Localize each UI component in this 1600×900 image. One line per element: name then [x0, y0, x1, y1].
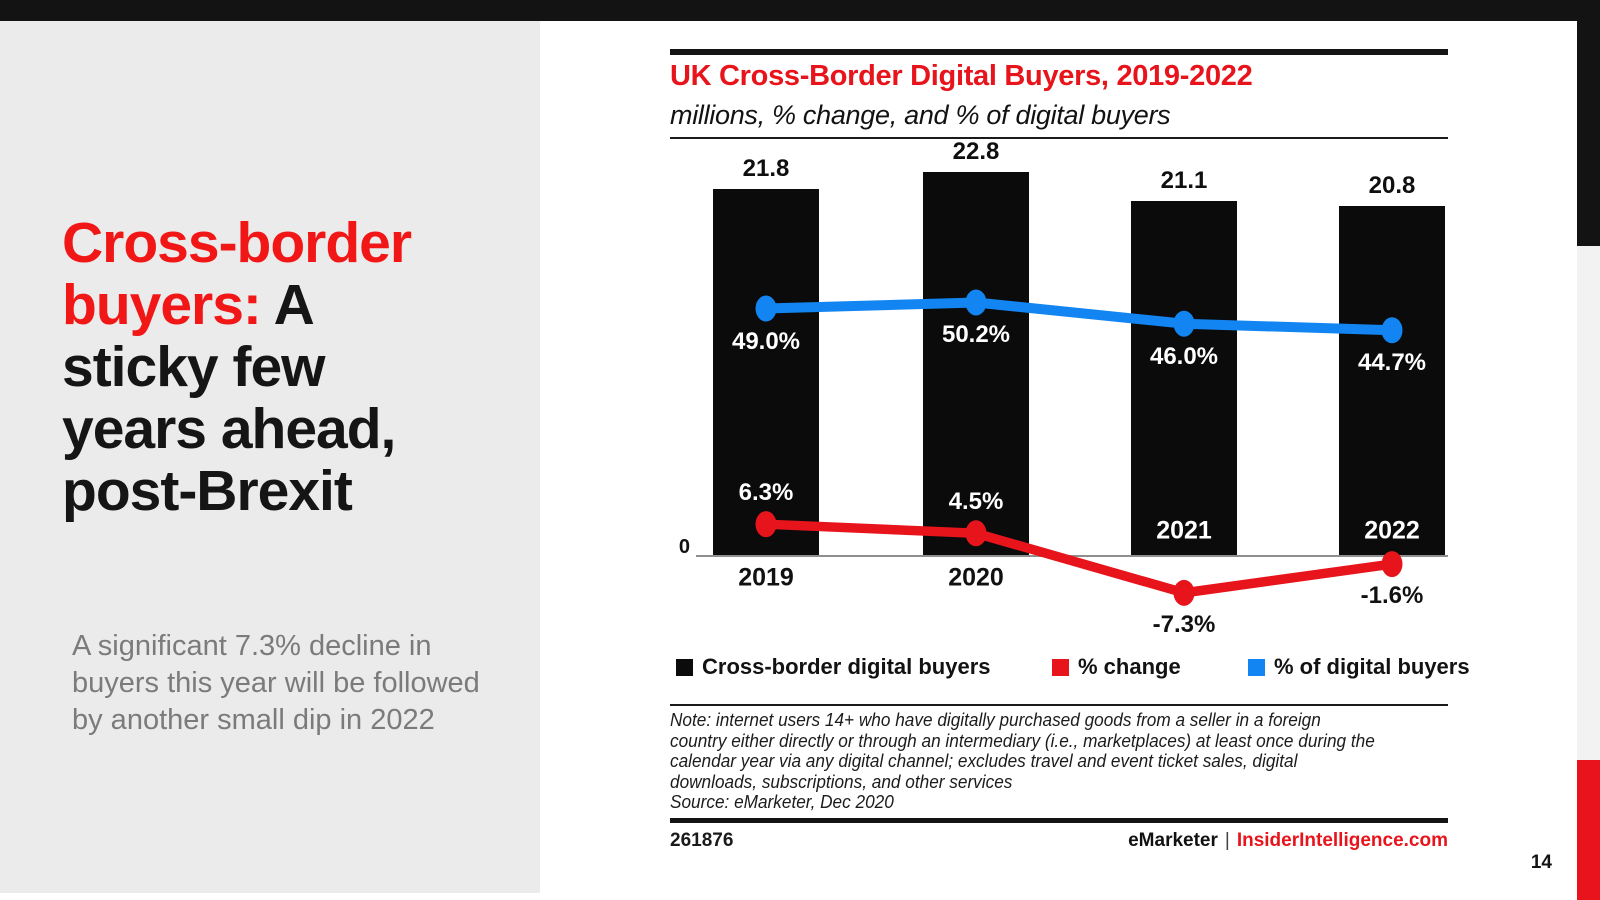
note-rule [670, 704, 1448, 706]
left-panel [0, 21, 540, 893]
note-line: country either directly or through an in… [670, 729, 1375, 751]
note-line: Source: eMarketer, Dec 2020 [670, 791, 894, 812]
chart-header-rule [670, 137, 1448, 139]
chart-top-rule [670, 49, 1448, 55]
footer-rule [670, 818, 1448, 823]
slide-title-line: buyers: A [62, 274, 532, 336]
slide-title-segment: years ahead, [62, 397, 396, 461]
bar-2022 [1339, 205, 1445, 556]
pct-change-label: 4.5% [948, 488, 1004, 516]
accent-stripe-black [1577, 21, 1600, 246]
legend-label: Cross-border digital buyers [702, 654, 991, 679]
legend-swatch [1248, 658, 1265, 676]
year-label: 2020 [948, 563, 1004, 592]
chart-subtitle: millions, % change, and % of digital buy… [670, 100, 1171, 130]
bar-value-label: 21.8 [742, 154, 790, 182]
slide-subtitle-line: by another small dip in 2022 [72, 704, 435, 736]
accent-stripe-gray [1577, 246, 1600, 760]
pct-change-line [761, 519, 1397, 598]
pct-change-line-dot [1173, 579, 1195, 606]
bar-value-label: 21.1 [1160, 166, 1208, 194]
year-label: 2019 [738, 563, 794, 592]
pct-digital-label: 46.0% [1149, 342, 1219, 370]
legend-swatch [1052, 658, 1069, 676]
slide-title-line: post-Brexit [62, 460, 532, 522]
slide-subtitle: A significant 7.3% decline in buyers this… [72, 628, 512, 739]
year-label: 2022 [1364, 516, 1420, 545]
bar-value-label: 22.8 [952, 138, 1000, 166]
slide-title-segment: Cross-border [62, 211, 412, 275]
chart-note: Note: internet users 14+ who have digita… [670, 709, 1470, 813]
brand-emarketer: eMarketer [1128, 830, 1218, 851]
legend-item: Cross-border digital buyers [676, 654, 991, 680]
top-bar [0, 0, 1600, 21]
accent-stripe-red [1577, 760, 1600, 900]
legend-label: % of digital buyers [1274, 654, 1470, 679]
slide-title-segment: buyers: [62, 273, 274, 337]
note-line: Note: internet users 14+ who have digita… [670, 709, 1321, 730]
chart-title: UK Cross-Border Digital Buyers, 2019-202… [670, 60, 1253, 92]
slide-title-segment: A [273, 273, 315, 337]
pct-digital-line [761, 297, 1397, 336]
note-line: downloads, subscriptions, and other serv… [670, 770, 1013, 792]
bar-value-label: 20.8 [1368, 171, 1416, 199]
pct-change-label: 6.3% [738, 479, 794, 507]
year-label: 2021 [1156, 516, 1212, 545]
slide-title-line: years ahead, [62, 398, 532, 460]
slide-title-segment: post-Brexit [62, 459, 353, 523]
bar-2021 [1131, 200, 1237, 556]
legend-item: % change [1052, 654, 1181, 680]
pct-digital-label: 44.7% [1357, 349, 1427, 377]
slide-subtitle-line: buyers this year will be followed [72, 667, 480, 699]
axis-baseline [696, 555, 1448, 557]
slide-subtitle-line: A significant 7.3% decline in [72, 630, 432, 662]
pct-digital-label: 50.2% [941, 321, 1011, 349]
legend-item: % of digital buyers [1248, 654, 1470, 680]
note-line: calendar year via any digital channel; e… [670, 750, 1298, 771]
chart-id: 261876 [670, 830, 734, 851]
bar-2020 [923, 172, 1029, 556]
page-number: 14 [1530, 852, 1552, 873]
brand-line: eMarketer | InsiderIntelligence.com [948, 830, 1448, 852]
zero-axis-label: 0 [678, 536, 690, 558]
brand-separator: | [1224, 830, 1230, 851]
pct-digital-label: 49.0% [731, 327, 801, 355]
pct-change-label: -1.6% [1360, 582, 1424, 610]
slide-title-line: Cross-border [62, 212, 532, 274]
slide-title-line: sticky few [62, 336, 532, 398]
pct-change-label: -7.3% [1152, 610, 1216, 638]
legend-label: % change [1078, 654, 1181, 679]
slide-title-segment: sticky few [62, 335, 325, 399]
legend-swatch [676, 658, 693, 676]
brand-insiderintelligence: InsiderIntelligence.com [1236, 830, 1448, 851]
bar-2019 [713, 188, 819, 556]
